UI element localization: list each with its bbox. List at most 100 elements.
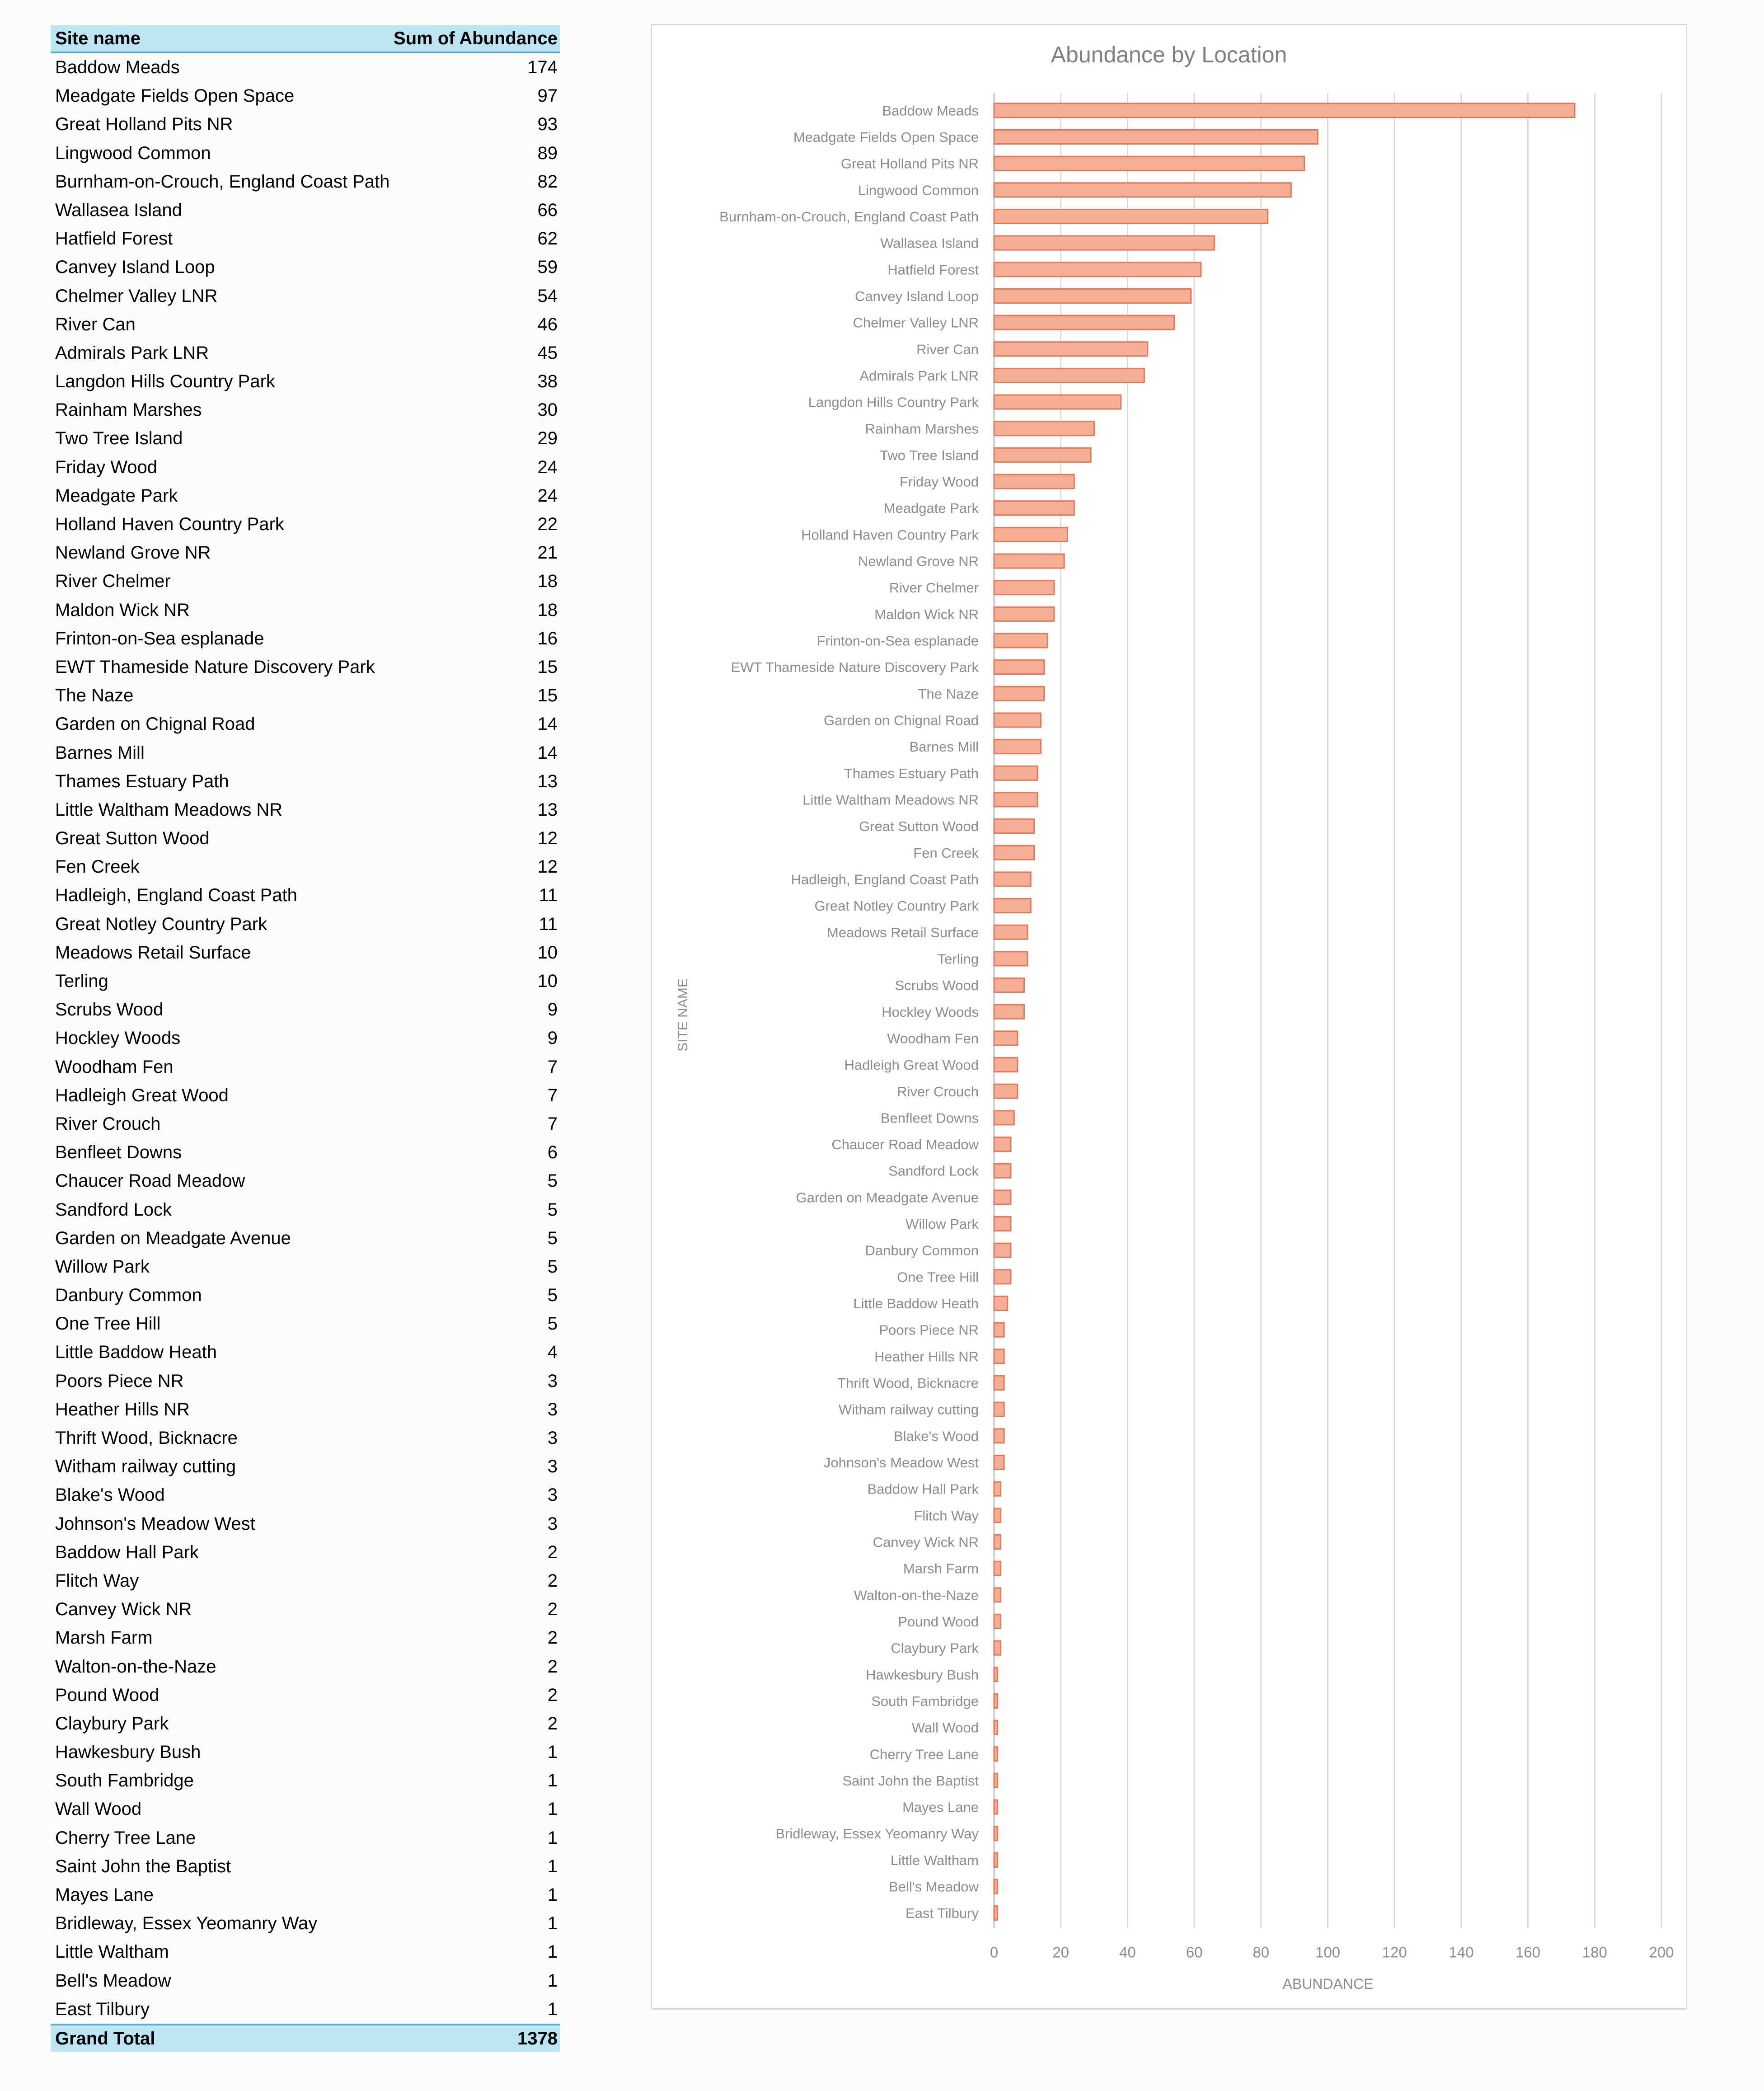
bar[interactable] [993, 659, 1045, 675]
bar[interactable] [993, 871, 1032, 887]
table-row: Fen Creek 12 [51, 853, 560, 881]
grand-total-value: 1378 [517, 2028, 558, 2049]
bar[interactable] [993, 1030, 1018, 1046]
bar[interactable] [993, 1428, 1005, 1444]
bar[interactable] [993, 951, 1028, 967]
table-row: Great Sutton Wood 12 [51, 824, 560, 853]
bar[interactable] [993, 447, 1092, 463]
bar[interactable] [993, 1216, 1012, 1232]
bar[interactable] [993, 924, 1028, 940]
bar[interactable] [993, 1772, 998, 1788]
table-row: Garden on Meadgate Avenue 5 [51, 1224, 560, 1253]
bar[interactable] [993, 1057, 1018, 1073]
bar[interactable] [993, 1083, 1018, 1099]
table-row: Barnes Mill 14 [51, 739, 560, 767]
bar[interactable] [993, 1401, 1005, 1417]
bar[interactable] [993, 580, 1055, 596]
bar[interactable] [993, 394, 1122, 410]
bar[interactable] [993, 765, 1038, 781]
bar[interactable] [993, 1720, 998, 1735]
bar[interactable] [993, 1296, 1009, 1311]
bar[interactable] [993, 1693, 998, 1709]
bar[interactable] [993, 898, 1032, 914]
bar[interactable] [993, 739, 1042, 755]
bar[interactable] [993, 1534, 1002, 1550]
bar[interactable] [993, 421, 1095, 437]
bar[interactable] [993, 1560, 1002, 1576]
bar[interactable] [993, 1322, 1005, 1338]
bar[interactable] [993, 1375, 1005, 1391]
bar[interactable] [993, 553, 1065, 569]
category-label: Rainham Marshes [865, 421, 979, 437]
bar[interactable] [993, 1852, 998, 1868]
bar[interactable] [993, 235, 1215, 251]
table-abundance-value: 1 [547, 1970, 558, 1991]
table-row: Great Notley Country Park 11 [51, 910, 560, 939]
bar[interactable] [993, 1746, 998, 1762]
bar[interactable] [993, 845, 1035, 860]
table-site-name: One Tree Hill [55, 1314, 161, 1334]
bar[interactable] [993, 367, 1145, 383]
bar[interactable] [993, 500, 1075, 516]
bar[interactable] [993, 1613, 1002, 1629]
bar[interactable] [993, 262, 1202, 277]
bar[interactable] [993, 1667, 998, 1682]
category-label: Meadgate Park [884, 500, 979, 516]
bar[interactable] [993, 341, 1149, 357]
bar[interactable] [993, 182, 1292, 198]
bar[interactable] [993, 1004, 1025, 1020]
bar[interactable] [993, 1269, 1012, 1285]
table-abundance-value: 5 [547, 1228, 558, 1248]
bar[interactable] [993, 1242, 1012, 1258]
table-abundance-value: 10 [537, 942, 558, 963]
bar[interactable] [993, 1137, 1012, 1152]
bar[interactable] [993, 1189, 1012, 1205]
bar[interactable] [993, 1587, 1002, 1603]
table-abundance-value: 4 [547, 1342, 558, 1363]
category-label: Claybury Park [891, 1640, 979, 1656]
table-row: Chaucer Road Meadow 5 [51, 1167, 560, 1195]
bar[interactable] [993, 1640, 1002, 1656]
bar[interactable] [993, 1163, 1012, 1179]
category-label: Mayes Lane [902, 1800, 979, 1815]
bar[interactable] [993, 1481, 1002, 1497]
bar[interactable] [993, 606, 1055, 622]
category-label: Holland Haven Country Park [801, 527, 979, 543]
bar[interactable] [993, 818, 1035, 834]
bar[interactable] [993, 474, 1075, 489]
table-abundance-value: 16 [537, 628, 558, 648]
bar[interactable] [993, 1110, 1015, 1126]
bar[interactable] [993, 129, 1318, 145]
bar[interactable] [993, 977, 1025, 993]
bar[interactable] [993, 633, 1048, 648]
table-abundance-value: 7 [547, 1114, 558, 1134]
table-row: Marsh Farm 2 [51, 1624, 560, 1652]
chart-area[interactable]: Abundance by Location Baddow Meads Meadga… [651, 24, 1687, 2010]
table-site-name: Hadleigh, England Coast Path [55, 885, 297, 906]
bar[interactable] [993, 1879, 998, 1894]
bar[interactable] [993, 1508, 1002, 1523]
table-abundance-value: 18 [537, 600, 558, 620]
bar[interactable] [993, 686, 1045, 701]
bar[interactable] [993, 1905, 998, 1921]
bar[interactable] [993, 792, 1038, 808]
x-tick-label: 140 [1449, 1944, 1473, 1961]
bar[interactable] [993, 288, 1192, 304]
bar[interactable] [993, 1454, 1005, 1470]
x-tick-label: 20 [1052, 1944, 1069, 1961]
bar[interactable] [993, 103, 1576, 118]
table-abundance-value: 97 [537, 86, 558, 106]
bar[interactable] [993, 155, 1305, 171]
category-label: Baddow Meads [882, 103, 979, 118]
bar[interactable] [993, 712, 1042, 728]
bar[interactable] [993, 208, 1269, 224]
bar[interactable] [993, 1826, 998, 1842]
category-label: Terling [938, 951, 979, 967]
x-tick-label: 120 [1382, 1944, 1407, 1961]
bar[interactable] [993, 1799, 998, 1815]
category-label: Garden on Meadgate Avenue [796, 1189, 979, 1205]
table-site-name: Danbury Common [55, 1285, 202, 1306]
bar[interactable] [993, 315, 1175, 330]
bar[interactable] [993, 1349, 1005, 1364]
bar[interactable] [993, 526, 1068, 542]
